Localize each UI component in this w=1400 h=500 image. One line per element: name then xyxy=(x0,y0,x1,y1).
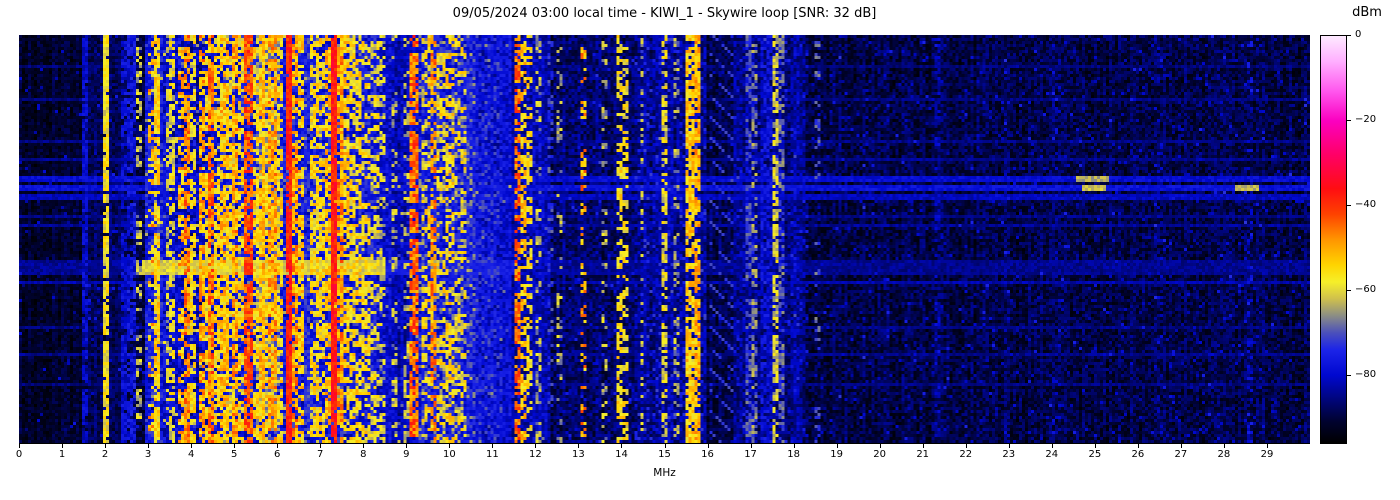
spectrogram-heatmap xyxy=(19,35,1310,444)
x-tick-mark xyxy=(578,444,580,448)
x-tick-mark xyxy=(750,444,752,448)
colorbar-tick-label: −40 xyxy=(1355,199,1377,210)
x-tick-mark xyxy=(234,444,236,448)
x-tick-label: 23 xyxy=(1002,449,1016,460)
x-tick-label: 18 xyxy=(787,449,800,460)
x-tick-label: 21 xyxy=(916,449,930,460)
x-tick-mark xyxy=(19,444,20,448)
colorbar-tick-mark xyxy=(1347,120,1351,121)
x-tick-mark xyxy=(1223,444,1225,448)
x-tick-mark xyxy=(793,444,795,448)
x-tick-label: 0 xyxy=(15,449,23,460)
x-tick-label: 14 xyxy=(615,449,628,460)
x-tick-mark xyxy=(621,444,623,448)
colorbar-tick-label: 0 xyxy=(1355,29,1362,40)
x-tick-mark xyxy=(1266,444,1268,448)
x-tick-mark xyxy=(535,444,537,448)
colorbar-tick-mark xyxy=(1347,290,1351,291)
x-tick-label: 2 xyxy=(101,449,109,460)
x-tick-label: 8 xyxy=(360,449,367,460)
x-tick-mark xyxy=(492,444,494,448)
x-tick-label: 28 xyxy=(1217,449,1231,460)
x-tick-label: 27 xyxy=(1174,449,1188,460)
x-tick-mark xyxy=(707,444,709,448)
x-tick-label: 1 xyxy=(58,449,66,460)
x-tick-mark xyxy=(105,444,107,448)
x-tick-label: 13 xyxy=(572,449,585,460)
x-tick-mark xyxy=(965,444,967,448)
colorbar-tick-label: −60 xyxy=(1355,284,1377,295)
x-tick-mark xyxy=(1051,444,1053,448)
x-tick-mark xyxy=(320,444,322,448)
x-tick-mark xyxy=(664,444,666,448)
x-tick-label: 10 xyxy=(442,449,456,460)
x-tick-label: 15 xyxy=(658,449,671,460)
x-tick-label: 25 xyxy=(1088,449,1102,460)
x-tick-mark xyxy=(406,444,408,448)
x-tick-label: 11 xyxy=(485,449,499,460)
x-tick-label: 9 xyxy=(403,449,410,460)
x-tick-mark xyxy=(879,444,881,448)
x-tick-mark xyxy=(1180,444,1182,448)
x-tick-mark xyxy=(62,444,64,448)
x-axis-label: MHz xyxy=(653,467,676,479)
x-tick-mark xyxy=(449,444,451,448)
colorbar-tick-mark xyxy=(1347,205,1351,206)
x-tick-mark xyxy=(1008,444,1010,448)
x-tick-mark xyxy=(836,444,838,448)
colorbar-tick-mark xyxy=(1347,35,1351,36)
x-tick-label: 22 xyxy=(959,449,973,460)
x-tick-label: 26 xyxy=(1131,449,1145,460)
x-tick-label: 24 xyxy=(1045,449,1059,460)
x-tick-mark xyxy=(1137,444,1139,448)
x-tick-label: 12 xyxy=(529,449,542,460)
x-tick-label: 3 xyxy=(144,449,152,460)
figure-title: 09/05/2024 03:00 local time - KIWI_1 - S… xyxy=(452,6,877,21)
x-tick-label: 20 xyxy=(873,449,887,460)
colorbar-tick-label: −20 xyxy=(1355,114,1377,125)
x-tick-mark xyxy=(277,444,279,448)
x-tick-mark xyxy=(922,444,924,448)
x-tick-label: 5 xyxy=(230,449,238,460)
x-tick-mark xyxy=(363,444,365,448)
x-tick-mark xyxy=(148,444,150,448)
x-tick-label: 19 xyxy=(830,449,843,460)
x-tick-mark xyxy=(191,444,193,448)
colorbar-tick-mark xyxy=(1347,375,1351,376)
x-tick-label: 6 xyxy=(274,449,281,460)
colorbar xyxy=(1320,35,1347,444)
x-tick-mark xyxy=(1094,444,1096,448)
x-tick-label: 16 xyxy=(701,449,714,460)
x-tick-label: 4 xyxy=(187,449,195,460)
x-tick-label: 17 xyxy=(744,449,757,460)
colorbar-tick-label: −80 xyxy=(1355,369,1377,380)
x-tick-label: 7 xyxy=(317,449,324,460)
colorbar-label: dBm xyxy=(1352,5,1382,20)
x-tick-label: 29 xyxy=(1260,449,1274,460)
